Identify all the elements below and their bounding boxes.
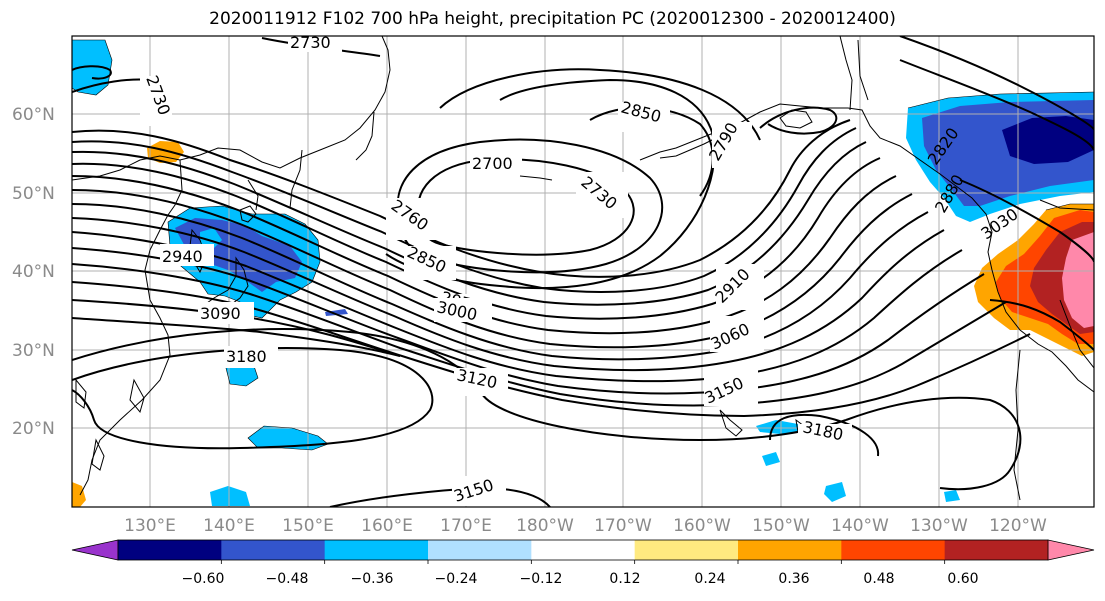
precip-blue-area bbox=[824, 482, 846, 502]
colorbar-extend-left bbox=[71, 539, 119, 561]
latitude-labels: 60°N 50°N 40°N 30°N 20°N bbox=[12, 105, 55, 439]
colorbar-box bbox=[118, 540, 222, 560]
lon-label: 170°E bbox=[440, 516, 492, 536]
lon-label: 170°W bbox=[594, 516, 652, 536]
precip-orange-area bbox=[72, 482, 86, 507]
lat-label: 40°N bbox=[12, 262, 55, 282]
colorbar-box bbox=[531, 540, 636, 560]
precip-navy-area bbox=[1002, 116, 1094, 164]
colorbar-extend-right bbox=[1047, 539, 1095, 561]
precip-pink-area bbox=[1062, 232, 1094, 328]
colorbar-label: −0.12 bbox=[520, 571, 563, 587]
colorbar-boxes bbox=[118, 540, 1049, 560]
lon-label: 160°E bbox=[361, 516, 413, 536]
map-title: 2020011912 F102 700 hPa height, precipit… bbox=[209, 9, 896, 29]
lon-label: 140°W bbox=[831, 516, 889, 536]
colorbar-box bbox=[738, 540, 842, 560]
precip-blue-area bbox=[72, 40, 112, 95]
lon-label: 150°E bbox=[282, 516, 334, 536]
precip-blue-area bbox=[762, 452, 780, 466]
precip-blue-area bbox=[325, 309, 348, 316]
colorbar-label: 0.60 bbox=[947, 571, 978, 587]
colorbar-box bbox=[324, 540, 429, 560]
coastlines bbox=[72, 36, 1094, 501]
lon-label: 120°W bbox=[989, 516, 1047, 536]
colorbar-label: −0.60 bbox=[182, 571, 225, 587]
colorbar-box bbox=[944, 540, 1049, 560]
longitude-labels: 130°E 140°E 150°E 160°E 170°E 180°W 170°… bbox=[124, 516, 1047, 536]
colorbar-label: −0.48 bbox=[266, 571, 309, 587]
lon-label: 180°W bbox=[516, 516, 574, 536]
colorbar-labels: −0.60 −0.48 −0.36 −0.24 −0.12 0.12 0.24 … bbox=[182, 571, 979, 587]
colorbar-label: 0.24 bbox=[694, 571, 725, 587]
precip-blue-area bbox=[944, 490, 960, 502]
colorbar-box bbox=[221, 540, 326, 560]
contour-label: 2700 bbox=[472, 154, 513, 173]
precip-darkblue-area bbox=[1076, 100, 1094, 116]
colorbar: −0.60 −0.48 −0.36 −0.24 −0.12 0.12 0.24 … bbox=[71, 539, 1095, 587]
lon-label: 160°W bbox=[673, 516, 731, 536]
contour-label: 2730 bbox=[290, 33, 331, 52]
colorbar-label: 0.48 bbox=[863, 571, 894, 587]
colorbar-label: 0.36 bbox=[778, 571, 809, 587]
precip-blue-area bbox=[756, 420, 802, 434]
colorbar-label: 0.12 bbox=[609, 571, 640, 587]
colorbar-box bbox=[841, 540, 946, 560]
lon-label: 150°W bbox=[752, 516, 810, 536]
lat-label: 20°N bbox=[12, 419, 55, 439]
colorbar-ticks bbox=[220, 560, 946, 564]
precip-outlines bbox=[72, 39, 1094, 451]
precip-blue-area bbox=[210, 486, 250, 506]
map-border bbox=[71, 35, 1095, 508]
contour-label: 3180 bbox=[226, 347, 267, 366]
contour-label: 3090 bbox=[200, 304, 241, 323]
lon-label: 130°E bbox=[124, 516, 176, 536]
lat-label: 30°N bbox=[12, 341, 55, 361]
precip-shading bbox=[72, 40, 1094, 507]
lon-label: 140°E bbox=[203, 516, 255, 536]
lon-label: 130°W bbox=[910, 516, 968, 536]
lat-label: 60°N bbox=[12, 105, 55, 125]
precip-orange-area bbox=[147, 141, 184, 163]
lat-label: 50°N bbox=[12, 184, 55, 204]
colorbar-box bbox=[428, 540, 532, 560]
colorbar-border bbox=[117, 539, 1049, 561]
contour-label: 2940 bbox=[162, 247, 203, 266]
colorbar-label: −0.24 bbox=[435, 571, 478, 587]
colorbar-label: −0.36 bbox=[351, 571, 394, 587]
colorbar-box bbox=[634, 540, 739, 560]
